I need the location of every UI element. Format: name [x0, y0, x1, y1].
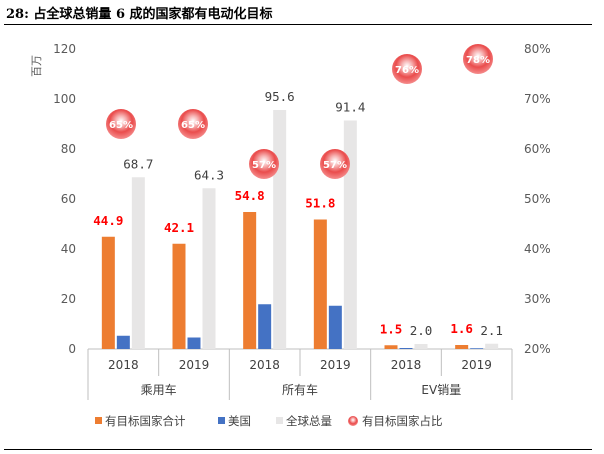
category-label: 2018 [108, 358, 139, 372]
legend-label: 美国 [228, 414, 251, 428]
bar-全球总量 [414, 344, 428, 349]
bar-有目标国家合计 [172, 243, 186, 349]
share-bubbles: 65% 65% 57% 57% 76% 78% [106, 44, 493, 179]
share-bubble [178, 109, 208, 139]
y2-tick-label: 60% [524, 142, 551, 156]
y-tick-label: 40 [61, 242, 76, 256]
bar-美国 [258, 304, 272, 349]
legend-label: 有目标国家合计 [105, 414, 186, 428]
bar-有目标国家合计 [243, 212, 257, 349]
bar-全球总量 [131, 177, 145, 349]
data-label-total-target: 1.6 [450, 321, 473, 336]
data-label-global-total: 95.6 [265, 89, 295, 104]
data-label-global-total: 91.4 [335, 100, 365, 115]
legend-swatch [276, 417, 283, 424]
y-tick-label: 20 [61, 292, 76, 306]
y2-tick-label: 40% [524, 242, 551, 256]
bar-美国 [116, 335, 130, 349]
y-tick-label: 120 [53, 42, 76, 56]
category-label: 2019 [320, 358, 351, 372]
y-axis-unit: 百万 [30, 55, 43, 77]
share-bubble [320, 149, 350, 179]
share-bubble [463, 44, 493, 74]
y-tick-label: 80 [61, 142, 76, 156]
bar-美国 [187, 337, 201, 349]
legend: 有目标国家合计 美国 全球总量 有目标国家占比 [95, 414, 443, 428]
bar-有目标国家合计 [101, 236, 115, 349]
title-rule [4, 24, 592, 25]
group-label: 所有车 [282, 382, 318, 397]
bar-有目标国家合计 [384, 345, 398, 349]
category-label: 2019 [179, 358, 210, 372]
y-tick-label: 0 [68, 342, 76, 356]
data-label-total-target: 51.8 [305, 196, 335, 211]
category-label: 2019 [461, 358, 492, 372]
y2-tick-label: 50% [524, 192, 551, 206]
share-label: 65% [181, 120, 205, 131]
share-label: 65% [109, 120, 133, 131]
bar-美国 [470, 348, 484, 349]
share-bubble [392, 54, 422, 84]
y-tick-label: 100 [53, 92, 76, 106]
y-tick-label: 60 [61, 192, 76, 206]
category-label: 2018 [249, 358, 280, 372]
axes: 0 20 40 60 80 100 120 20% 30% 40% 50% 60% 70% 80% 百万 20… [30, 42, 551, 400]
figure-title: 28: 占全球总销量 6 成的国家都有电动化目标 [6, 7, 273, 22]
data-labels: 44.9 68.7 42.1 64.3 54.8 95.6 51.8 91.4 1.5 2.0 1.… [93, 89, 503, 338]
y2-tick-label: 70% [524, 92, 551, 106]
share-label: 57% [323, 160, 347, 171]
bar-美国 [399, 348, 413, 349]
legend-swatch [218, 417, 225, 424]
group-label: 乘用车 [141, 382, 177, 397]
bar-全球总量 [485, 343, 499, 349]
legend-swatch [95, 417, 102, 424]
share-bubble [249, 149, 279, 179]
data-label-total-target: 54.8 [235, 188, 265, 203]
data-label-total-target: 1.5 [380, 321, 403, 336]
data-label-total-target: 44.9 [93, 213, 123, 228]
bottom-rule [4, 449, 592, 450]
share-label: 57% [252, 160, 276, 171]
y2-tick-label: 80% [524, 42, 551, 56]
legend-label: 全球总量 [286, 414, 332, 428]
bar-美国 [328, 305, 342, 349]
data-label-global-total: 2.1 [480, 323, 503, 338]
bar-有目标国家合计 [455, 345, 469, 349]
bar-有目标国家合计 [313, 219, 327, 349]
share-bubble [106, 109, 136, 139]
category-label: 2018 [391, 358, 422, 372]
data-label-global-total: 68.7 [123, 156, 153, 171]
share-label: 78% [466, 55, 490, 66]
y2-tick-label: 20% [524, 342, 551, 356]
bar-全球总量 [273, 110, 287, 349]
legend-swatch [348, 416, 358, 426]
group-label: EV销量 [421, 383, 461, 397]
data-label-global-total: 2.0 [410, 323, 433, 338]
bar-全球总量 [202, 188, 216, 349]
legend-label: 有目标国家占比 [362, 414, 443, 428]
data-label-global-total: 64.3 [194, 167, 224, 182]
bar-全球总量 [343, 120, 357, 349]
bars [101, 110, 499, 349]
data-label-total-target: 42.1 [164, 220, 194, 235]
y2-tick-label: 30% [524, 292, 551, 306]
share-label: 76% [395, 65, 419, 76]
